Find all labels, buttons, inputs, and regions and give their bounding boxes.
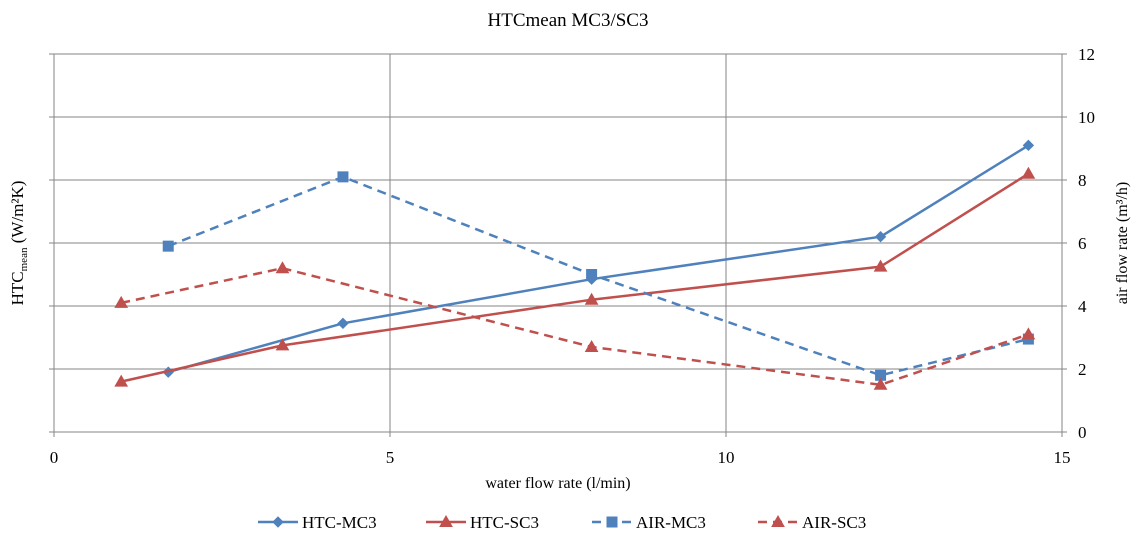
legend-swatch-marker (771, 514, 785, 527)
legend-label: AIR-MC3 (636, 513, 706, 532)
data-point-htc-sc3 (275, 338, 290, 351)
x-tick-label: 5 (386, 448, 395, 467)
y2-axis-label: air flow rate (m³/h) (1114, 182, 1131, 305)
data-point-htc-mc3 (1022, 139, 1035, 152)
y-axis-tick-labels (49, 53, 54, 433)
y2-tick-label: 0 (1078, 423, 1087, 442)
legend-label: HTC-MC3 (302, 513, 377, 532)
legend-label: HTC-SC3 (470, 513, 539, 532)
y-axis-label: HTCmean (W/m²K) (8, 181, 30, 306)
data-point-air-mc3 (586, 269, 598, 280)
y2-tick-label: 10 (1078, 108, 1095, 127)
series-line-air-mc3 (167, 175, 1029, 377)
data-point-air-sc3 (1021, 327, 1036, 340)
data-point-htc-mc3 (874, 230, 887, 243)
chart-legend: HTC-MC3 HTC-SC3 AIR-MC3 AIR-SC3 (258, 513, 866, 532)
series-htc-mc3 (162, 139, 1035, 378)
legend-item-htc-mc3: HTC-MC3 (258, 513, 377, 532)
series-htc-sc3 (114, 166, 1036, 387)
data-point-air-sc3 (873, 377, 888, 390)
series-air-mc3 (162, 171, 1034, 381)
legend-item-air-mc3: AIR-MC3 (592, 513, 706, 532)
y2-tick-label: 2 (1078, 360, 1087, 379)
series-line-htc-mc3 (167, 144, 1030, 374)
x-axis-label: water flow rate (l/min) (485, 475, 630, 492)
grid-lines (53, 53, 1063, 433)
legend-swatch-marker (606, 516, 618, 528)
data-point-air-sc3 (114, 295, 129, 308)
y2-tick-label: 12 (1078, 45, 1095, 64)
series-layer (114, 139, 1036, 390)
data-point-htc-mc3 (337, 317, 349, 330)
y2-tick-label: 6 (1078, 234, 1087, 253)
data-point-htc-sc3 (873, 259, 888, 272)
data-point-air-sc3 (584, 339, 599, 352)
series-line-air-sc3 (120, 266, 1029, 387)
y2-tick-label: 8 (1078, 171, 1087, 190)
legend-label: AIR-SC3 (802, 513, 866, 532)
y-axis-label-unit: (W/m²K) (8, 181, 27, 248)
x-axis-tick-labels: 0 5 10 15 (50, 432, 1071, 467)
data-point-air-mc3 (337, 171, 349, 183)
legend-swatch-marker (272, 516, 284, 528)
data-point-air-mc3 (162, 240, 174, 252)
x-tick-label: 10 (718, 448, 735, 467)
chart-title: HTCmean MC3/SC3 (488, 10, 649, 31)
series-line-htc-sc3 (120, 172, 1030, 383)
y-axis-label-subscript: mean (18, 247, 30, 271)
y-axis-label-main: HTC (8, 271, 27, 305)
y2-tick-label: 4 (1078, 297, 1087, 316)
data-point-htc-sc3 (584, 292, 599, 305)
y2-axis-tick-labels: 0 2 4 6 8 10 12 (1062, 45, 1095, 442)
data-point-htc-sc3 (1021, 166, 1036, 179)
x-tick-label: 15 (1054, 448, 1071, 467)
legend-item-air-sc3: AIR-SC3 (758, 513, 866, 532)
x-tick-label: 0 (50, 448, 59, 467)
legend-swatch-marker (439, 514, 453, 527)
data-point-htc-sc3 (114, 374, 129, 387)
series-air-sc3 (114, 261, 1036, 390)
data-point-air-sc3 (275, 261, 290, 274)
legend-item-htc-sc3: HTC-SC3 (426, 513, 539, 532)
